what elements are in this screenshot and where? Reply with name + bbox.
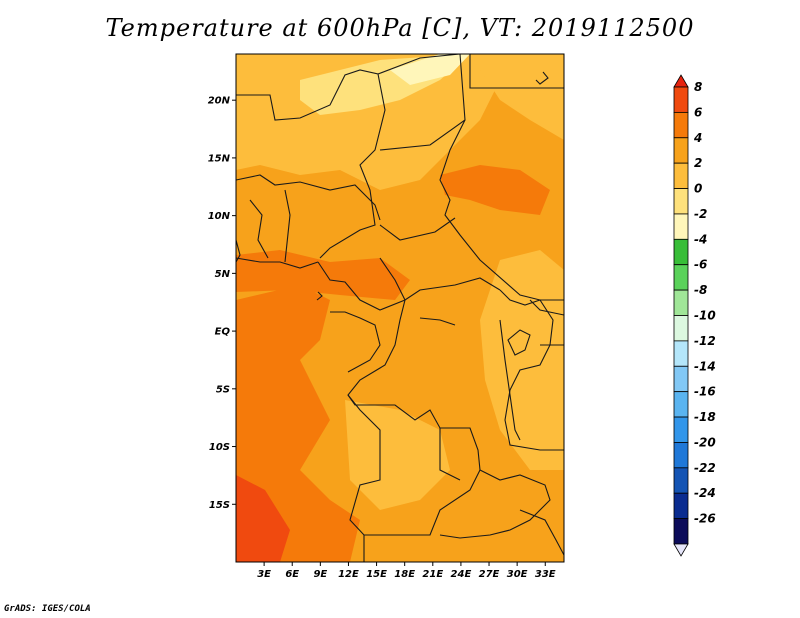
colorbar-level-label: -20 [694,435,716,449]
longitude-axis: 3E 6E 9E 12E 15E 18E 21E 24E 27E 30E 33E [257,562,556,580]
colorbar-underflow-triangle [673,543,689,557]
colorbar-level-label: -18 [694,410,716,424]
colorbar-swatch [673,340,689,367]
colorbar-swatch [673,264,689,291]
colorbar-level-label: -24 [694,486,716,500]
lat-tick-label: 15N [208,153,231,164]
colorbar-level-label: 0 [694,182,702,196]
colorbar-swatch [673,442,689,469]
colorbar-level-label: -16 [694,385,716,399]
colorbar-level-label: -8 [694,283,707,297]
colorbar-swatch [673,518,689,545]
colorbar-level-label: 4 [693,131,702,145]
colorbar-level-label: -14 [694,359,716,373]
lon-tick-label: 15E [366,569,387,580]
colorbar-swatch [673,416,689,443]
colorbar: 8 6 4 2 0 -2 -4 -6 -8 -10 -12 -14 -16 -18 -20 -22 -24 -26 [673,74,716,557]
colorbar-swatch [673,365,689,393]
colorbar-level-label: -2 [694,207,707,221]
lon-tick-label: 24E [451,569,472,580]
lat-tick-label: EQ [215,327,231,338]
colorbar-overflow-triangle [673,74,689,88]
colorbar-swatch [673,86,689,113]
lon-tick-label: 33E [535,569,556,580]
colorbar-level-label: -22 [694,461,716,475]
colorbar-swatch [673,315,689,342]
temperature-zone-0-2-northeast [470,54,564,140]
colorbar-swatch [673,213,689,240]
colorbar-swatch [673,289,689,316]
colorbar-level-label: 2 [694,156,702,170]
colorbar-swatch [673,238,689,266]
lon-tick-label: 27E [479,569,500,580]
lon-tick-label: 9E [313,569,327,580]
colorbar-swatch [673,188,689,215]
lon-tick-label: 3E [257,569,271,580]
temperature-zone-minus4-minus2-north [390,54,470,85]
colorbar-swatch [673,391,689,418]
lat-tick-label: 5S [216,384,230,395]
lon-tick-label: 12E [338,569,359,580]
colorbar-swatch [673,492,689,520]
lat-tick-label: 20N [208,96,231,107]
temperature-zone-6-8-southwest [236,475,290,562]
colorbar-swatch [673,111,689,139]
country-borders [236,54,564,562]
colorbar-swatch [673,467,689,494]
lon-tick-label: 6E [285,569,299,580]
colorbar-level-label: -6 [694,258,707,272]
lat-tick-label: 5N [215,269,231,280]
colorbar-level-label: -10 [694,309,716,323]
colorbar-level-label: 6 [694,105,702,119]
colorbar-level-label: -4 [694,232,707,246]
temperature-zone-4-6-southwest [236,285,360,562]
lat-tick-label: 10N [208,211,231,222]
lon-tick-label: 30E [507,569,528,580]
lon-tick-label: 18E [394,569,415,580]
temperature-zone-4-6-sudan [440,165,550,215]
lat-tick-label: 15S [209,500,230,511]
colorbar-swatch [673,137,689,164]
colorbar-level-label: 8 [694,80,702,94]
colorbar-level-label: -12 [694,334,716,348]
lat-tick-label: 10S [209,442,230,453]
grads-credit: GrADS: IGES/COLA [4,604,91,614]
colorbar-level-label: -26 [694,512,716,526]
lon-tick-label: 21E [422,569,443,580]
latitude-axis: 20N 15N 10N 5N EQ 5S 10S 15S [208,96,236,511]
map-frame [235,53,565,563]
colorbar-swatch [673,162,689,189]
map-plot-area [236,54,564,562]
chart-title: Temperature at 600hPa [C], VT: 201911250… [105,14,695,42]
